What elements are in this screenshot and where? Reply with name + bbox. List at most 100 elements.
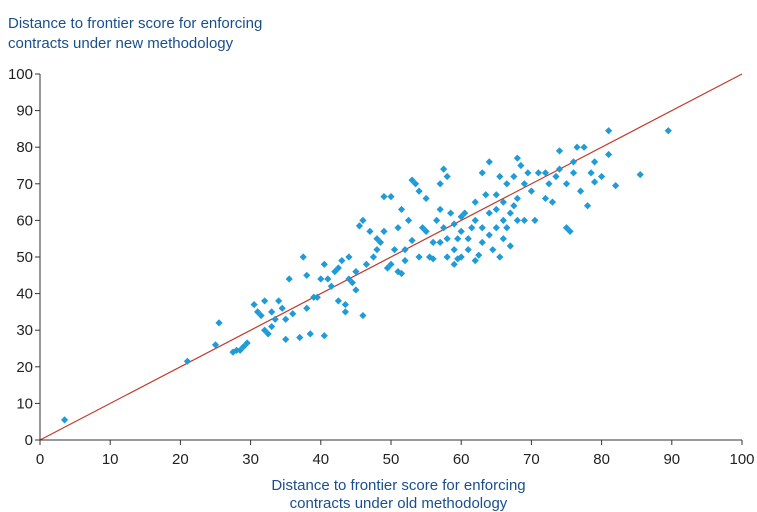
data-point xyxy=(211,341,220,349)
data-point xyxy=(524,169,532,177)
data-point xyxy=(485,231,493,239)
data-point xyxy=(254,308,262,316)
data-point xyxy=(334,264,342,272)
data-point xyxy=(303,304,311,312)
data-point xyxy=(489,246,497,254)
data-point xyxy=(362,260,371,268)
data-point xyxy=(383,264,392,272)
data-point xyxy=(239,343,248,351)
data-point xyxy=(359,216,367,224)
x-tick-label: 60 xyxy=(453,451,470,468)
y-axis-title-line-1: Distance to frontier score for enforcing xyxy=(8,15,263,32)
data-point xyxy=(492,191,500,199)
data-point xyxy=(415,253,423,261)
y-tick-label: 100 xyxy=(8,66,33,83)
data-point xyxy=(299,253,307,261)
data-point xyxy=(450,220,458,228)
x-tick-label: 20 xyxy=(172,451,189,468)
data-point xyxy=(397,205,406,214)
data-point xyxy=(461,209,469,217)
data-point xyxy=(394,268,402,276)
data-point xyxy=(510,172,518,181)
data-point xyxy=(282,315,290,323)
data-point xyxy=(183,357,192,365)
data-point xyxy=(492,205,500,214)
data-point xyxy=(373,246,381,254)
data-point xyxy=(243,339,251,347)
y-tick-label: 60 xyxy=(16,212,33,229)
data-point xyxy=(562,180,571,188)
data-point xyxy=(250,300,258,309)
x-tick-label: 50 xyxy=(383,451,400,468)
data-point xyxy=(450,260,458,268)
data-point xyxy=(397,269,406,278)
data-point xyxy=(394,224,402,232)
y-tick-label: 90 xyxy=(16,103,33,120)
axes-layer xyxy=(35,73,743,445)
data-point xyxy=(334,297,342,305)
x-axis-title-line-1: Distance to frontier score for enforcing xyxy=(271,477,526,494)
data-point xyxy=(313,293,321,301)
data-point xyxy=(296,333,304,342)
x-tick-label: 70 xyxy=(523,451,540,468)
data-point xyxy=(324,275,332,283)
data-point xyxy=(436,205,444,214)
data-point xyxy=(271,315,279,323)
data-point xyxy=(454,235,462,243)
data-point xyxy=(513,154,521,162)
data-point xyxy=(520,180,528,188)
x-tick-label: 10 xyxy=(102,451,119,468)
data-point xyxy=(555,147,564,155)
data-point xyxy=(408,236,416,245)
data-point xyxy=(612,182,620,190)
x-tick-label: 30 xyxy=(242,451,259,468)
data-point xyxy=(268,308,276,316)
y-tick-label: 50 xyxy=(16,249,33,266)
reference-line xyxy=(39,73,743,441)
data-point xyxy=(387,193,395,201)
data-point xyxy=(457,227,465,235)
data-point xyxy=(341,308,349,316)
data-point xyxy=(485,158,493,166)
data-point xyxy=(576,187,585,195)
x-axis-title-line-2: contracts under old methodology xyxy=(289,495,508,512)
data-point xyxy=(513,194,521,203)
data-point xyxy=(275,297,283,305)
data-point xyxy=(282,335,290,343)
data-point xyxy=(468,224,476,232)
data-point xyxy=(404,216,413,224)
y-tick-label: 70 xyxy=(16,176,33,193)
data-point xyxy=(471,198,479,206)
data-point xyxy=(338,257,346,265)
data-point xyxy=(436,180,444,188)
data-point xyxy=(534,169,543,177)
data-point xyxy=(229,348,237,356)
y-tick-label: 80 xyxy=(16,139,33,156)
data-point xyxy=(380,227,388,235)
tick-labels-layer: 0 10 20 30 40 50 60 70 80 90 100 0 10 20 30 40 50 60 70 80 9… xyxy=(8,66,755,468)
data-point xyxy=(411,180,420,188)
data-point xyxy=(257,311,265,320)
data-point xyxy=(499,198,507,206)
data-point xyxy=(422,227,430,235)
data-point xyxy=(569,169,578,177)
data-point xyxy=(278,304,286,312)
data-point xyxy=(443,253,451,261)
data-point xyxy=(506,242,514,250)
data-point xyxy=(503,180,511,188)
data-point xyxy=(496,172,504,181)
data-point xyxy=(475,251,483,259)
points-layer xyxy=(60,127,672,424)
data-point xyxy=(433,216,441,224)
data-point xyxy=(376,238,385,246)
data-point xyxy=(215,319,223,327)
data-point xyxy=(664,127,672,135)
x-tick-label: 80 xyxy=(593,451,610,468)
data-point xyxy=(261,297,269,305)
data-point xyxy=(555,165,564,173)
data-point xyxy=(450,246,458,254)
data-point xyxy=(345,253,353,261)
x-tick-label: 100 xyxy=(729,451,754,468)
data-point xyxy=(545,180,553,188)
